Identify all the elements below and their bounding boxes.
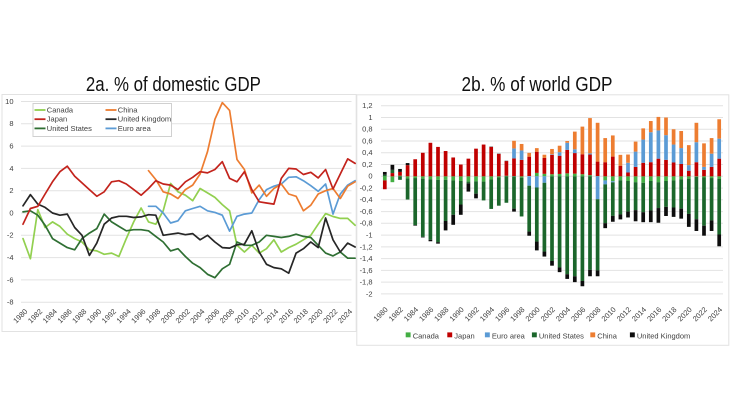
svg-text:-2: -2 xyxy=(7,231,14,240)
svg-text:2b. % of world GDP: 2b. % of world GDP xyxy=(462,74,613,96)
svg-text:-4: -4 xyxy=(7,253,14,262)
svg-text:10: 10 xyxy=(5,97,13,106)
svg-text:-1,2: -1,2 xyxy=(360,242,373,251)
svg-text:0,2: 0,2 xyxy=(362,160,372,169)
svg-text:-0,4: -0,4 xyxy=(360,195,373,204)
svg-text:4: 4 xyxy=(9,164,13,173)
svg-text:-1: -1 xyxy=(366,231,373,240)
svg-text:Euro area: Euro area xyxy=(118,124,152,133)
svg-text:Japan: Japan xyxy=(454,332,474,341)
svg-text:0,6: 0,6 xyxy=(362,136,372,145)
svg-text:-1,4: -1,4 xyxy=(360,254,373,263)
svg-text:United Kingdom: United Kingdom xyxy=(637,332,690,341)
svg-text:China: China xyxy=(597,332,617,341)
svg-text:6: 6 xyxy=(9,142,13,151)
svg-text:Euro area: Euro area xyxy=(492,332,526,341)
svg-text:-8: -8 xyxy=(7,298,14,307)
svg-text:0: 0 xyxy=(368,172,372,181)
svg-text:-6: -6 xyxy=(7,275,14,284)
svg-text:1: 1 xyxy=(368,113,372,122)
svg-text:Canada: Canada xyxy=(413,332,440,341)
svg-text:2: 2 xyxy=(9,186,13,195)
svg-text:China: China xyxy=(118,105,138,114)
svg-text:Japan: Japan xyxy=(47,115,67,124)
svg-text:-1,8: -1,8 xyxy=(360,278,373,287)
svg-text:2a. % of domestic GDP: 2a. % of domestic GDP xyxy=(86,74,261,96)
svg-text:United States: United States xyxy=(47,124,92,133)
svg-text:0: 0 xyxy=(9,208,13,217)
svg-text:8: 8 xyxy=(9,119,13,128)
svg-text:-1,6: -1,6 xyxy=(360,266,373,275)
svg-text:0,8: 0,8 xyxy=(362,125,372,134)
svg-text:0,4: 0,4 xyxy=(362,148,372,157)
svg-text:-0,2: -0,2 xyxy=(360,184,373,193)
svg-text:United Kingdom: United Kingdom xyxy=(118,115,171,124)
svg-text:-2: -2 xyxy=(366,289,373,298)
svg-text:Canada: Canada xyxy=(47,105,74,114)
svg-text:-0,8: -0,8 xyxy=(360,219,373,228)
svg-text:United States: United States xyxy=(539,332,584,341)
svg-text:1,2: 1,2 xyxy=(362,101,372,110)
svg-text:-0,6: -0,6 xyxy=(360,207,373,216)
